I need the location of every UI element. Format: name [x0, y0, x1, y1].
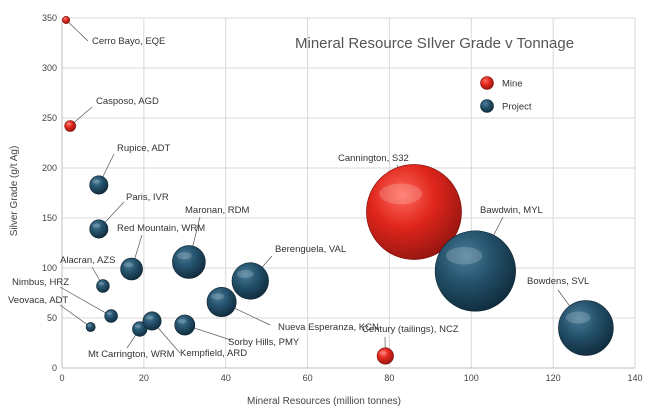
- label-leader: [189, 326, 232, 341]
- bubble-highlight: [92, 223, 101, 228]
- point-label-sorby-hills-pmy: Sorby Hills, PMY: [228, 337, 300, 348]
- bubble-highlight: [445, 246, 483, 265]
- bubbles: [62, 16, 614, 365]
- bubble-veovaca-adt: [85, 322, 96, 332]
- x-tick-label: 100: [464, 373, 479, 383]
- bubble-highlight: [87, 324, 92, 327]
- bubble-century-tailings-ncz: [376, 347, 394, 365]
- bubble-highlight: [145, 315, 154, 320]
- point-label-nimbus-hrz: Nimbus, HRZ: [12, 277, 69, 288]
- point-label-cannington-s32: Cannington, S32: [338, 153, 409, 164]
- point-label-mt-carrington-wrm: Mt Carrington, WRM: [88, 349, 175, 360]
- bubble-nimbus-hrz: [104, 309, 118, 323]
- legend-label-project: Project: [502, 102, 532, 113]
- bubble-bawdwin-myl: [434, 230, 516, 312]
- y-tick-label: 350: [42, 13, 57, 23]
- bubble-kempfield-ard: [142, 311, 162, 331]
- label-leader: [155, 324, 181, 354]
- bubble-nueva-esperanza-kcn: [206, 287, 237, 317]
- y-tick-label: 0: [52, 363, 57, 373]
- point-label-cerro-bayo-eqe: Cerro Bayo, EQE: [92, 36, 165, 47]
- bubble-highlight: [379, 351, 387, 355]
- point-label-century-tailings-ncz: Century (tailings), NCZ: [362, 324, 459, 335]
- point-label-nueva-esperanza-kcn: Nueva Esperanza, KCN: [278, 322, 379, 333]
- y-tick-label: 150: [42, 213, 57, 223]
- bubble-highlight: [177, 318, 187, 324]
- point-label-kempfield-ard: Kempfield, ARD: [180, 348, 247, 359]
- bubble-highlight: [565, 311, 591, 324]
- label-leader: [100, 153, 115, 181]
- point-label-maronan-rdm: Maronan, RDM: [185, 205, 249, 216]
- bubble-highlight: [98, 282, 105, 285]
- y-tick-label: 50: [47, 313, 57, 323]
- point-label-veovaca-adt: Veovaca, ADT: [8, 295, 68, 306]
- bubble-highlight: [176, 252, 192, 260]
- x-tick-label: 80: [384, 373, 394, 383]
- gridlines: [62, 17, 636, 368]
- point-label-bawdwin-myl: Bawdwin, MYL: [480, 205, 543, 216]
- y-tick-label: 250: [42, 113, 57, 123]
- bubble-red-mountain-wrm: [120, 257, 143, 281]
- bubble-highlight: [236, 270, 254, 279]
- point-label-berenguela-val: Berenguela, VAL: [275, 244, 346, 255]
- point-label-casposo-agd: Casposo, AGD: [96, 96, 159, 107]
- x-tick-label: 60: [303, 373, 313, 383]
- bubble-highlight: [210, 293, 225, 300]
- bubble-cerro-bayo-eqe: [62, 16, 71, 24]
- bubble-bowdens-svl: [558, 300, 614, 356]
- label-leader: [228, 305, 271, 326]
- legend-label-mine: Mine: [502, 79, 523, 90]
- label-leader: [72, 106, 93, 125]
- bubble-cannington-s32: [366, 164, 462, 260]
- bubble-highlight: [379, 183, 423, 205]
- label-leader: [59, 286, 109, 315]
- x-tick-label: 120: [546, 373, 561, 383]
- bubble-highlight: [92, 179, 101, 184]
- x-tick-label: 140: [627, 373, 642, 383]
- bubble-alacran-azs: [96, 279, 110, 293]
- bubble-rupice-adt: [89, 175, 109, 195]
- point-label-alacran-azs: Alacran, AZS: [60, 255, 115, 266]
- y-tick-label: 100: [42, 263, 57, 273]
- legend-swatch-mine: [480, 76, 494, 90]
- x-tick-label: 0: [59, 373, 64, 383]
- legend: Mine Project: [480, 76, 532, 113]
- x-tick-label: 20: [139, 373, 149, 383]
- label-leader: [102, 201, 125, 226]
- bubble-sorby-hills-pmy: [174, 314, 196, 336]
- point-label-rupice-adt: Rupice, ADT: [117, 143, 171, 154]
- point-label-red-mountain-wrm: Red Mountain, WRM: [117, 223, 205, 234]
- x-tick-label: 40: [221, 373, 231, 383]
- bubble-highlight: [63, 17, 67, 20]
- point-label-paris-ivr: Paris, IVR: [126, 192, 169, 203]
- point-label-bowdens-svl: Bowdens, SVL: [527, 276, 589, 287]
- x-axis-title: Mineral Resources (million tonnes): [247, 396, 401, 407]
- y-axis-title: Silver Grade (g/t Ag): [9, 146, 20, 237]
- label-leader: [59, 304, 89, 326]
- point-labels: Cerro Bayo, EQE Casposo, AGD Rupice, ADT Pa…: [8, 36, 589, 360]
- y-tick-label: 300: [42, 63, 57, 73]
- y-tick-label: 200: [42, 163, 57, 173]
- bubble-highlight: [123, 262, 134, 268]
- bubble-paris-ivr: [89, 219, 109, 239]
- bubble-highlight: [134, 324, 142, 328]
- bubble-highlight: [106, 312, 113, 315]
- label-leader: [67, 21, 89, 42]
- bubble-berenguela-val: [231, 262, 269, 300]
- bubble-maronan-rdm: [172, 245, 206, 279]
- bubble-casposo-agd: [64, 120, 76, 132]
- legend-swatch-project: [480, 99, 494, 113]
- chart-title: Mineral Resource SIlver Grade v Tonnage: [295, 35, 574, 52]
- bubble-highlight: [66, 122, 72, 126]
- axes: 0 20 40 60 80 100 120 140 0 50 100 150 200 250 300 350: [42, 13, 643, 383]
